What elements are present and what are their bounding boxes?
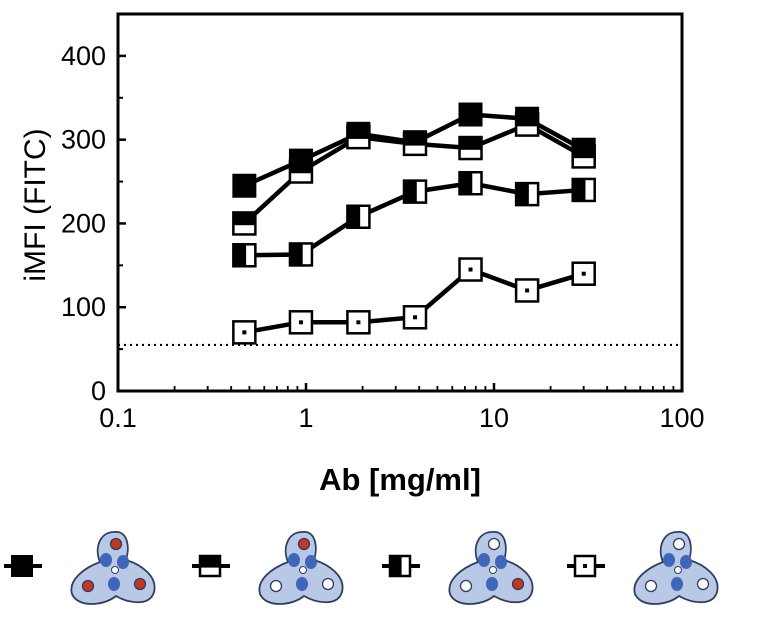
y-axis-title: iMFI (FITC) xyxy=(19,128,52,281)
legend-item xyxy=(567,531,719,605)
data-point xyxy=(346,310,371,335)
white-dot-icon xyxy=(644,579,658,593)
x-tick-label: 10 xyxy=(479,403,509,433)
data-point xyxy=(402,305,428,330)
data-point xyxy=(514,181,540,207)
legend-marker xyxy=(11,555,33,577)
center-dot-icon xyxy=(299,566,307,574)
data-point xyxy=(571,144,596,169)
legend-marker xyxy=(198,554,222,578)
data-point xyxy=(402,179,428,204)
data-point xyxy=(458,170,483,196)
x-tick-label: 1 xyxy=(298,403,313,433)
white-dot-icon xyxy=(459,579,473,593)
x-tick-label: 0.1 xyxy=(99,403,137,433)
y-tick-label: 400 xyxy=(61,41,106,71)
binding-site-icon xyxy=(495,555,507,569)
binding-site-icon xyxy=(296,577,308,591)
binding-site-icon xyxy=(478,553,490,567)
data-point xyxy=(458,102,483,127)
legend-item xyxy=(4,531,156,605)
data-point xyxy=(346,124,371,150)
y-tick-label: 100 xyxy=(61,292,106,322)
red-dot-icon xyxy=(81,579,95,593)
data-point xyxy=(346,204,371,229)
data-point xyxy=(458,135,483,161)
y-tick-label: 300 xyxy=(61,125,106,155)
legend-marker xyxy=(388,554,412,578)
data-point xyxy=(571,177,596,203)
data-point xyxy=(514,278,540,303)
white-dot-icon xyxy=(696,577,710,591)
x-tick-label: 100 xyxy=(659,403,704,433)
red-dot-icon xyxy=(511,577,525,591)
center-dot-icon xyxy=(674,566,682,574)
binding-site-icon xyxy=(486,577,498,591)
legend-marker xyxy=(573,554,597,578)
data-point xyxy=(288,242,314,267)
y-tick-label: 0 xyxy=(91,376,106,406)
x-axis-title: Ab [mg/ml] xyxy=(319,462,481,497)
red-dot-icon xyxy=(133,577,147,591)
red-dot-icon xyxy=(109,537,123,551)
legend-item xyxy=(192,531,344,605)
white-dot-icon xyxy=(487,537,501,551)
red-dot-icon xyxy=(297,537,311,551)
data-point xyxy=(288,159,314,184)
binding-site-icon xyxy=(680,555,692,569)
data-point xyxy=(514,112,540,137)
data-point xyxy=(288,310,314,335)
data-point xyxy=(402,131,428,157)
y-tick-label: 200 xyxy=(61,208,106,238)
legend xyxy=(4,531,719,605)
data-point xyxy=(571,261,596,286)
legend-item xyxy=(382,531,534,605)
binding-site-icon xyxy=(663,553,675,567)
plot-area: 0 100 200 300 400 0.1 1 10 100 xyxy=(61,12,705,433)
binding-site-icon xyxy=(108,577,120,591)
white-dot-icon xyxy=(321,577,335,591)
binding-site-icon xyxy=(100,553,112,567)
data-point xyxy=(232,211,257,236)
data-point xyxy=(232,243,257,268)
data-point xyxy=(458,257,483,282)
data-point xyxy=(232,173,257,198)
center-dot-icon xyxy=(111,566,119,574)
white-dot-icon xyxy=(672,537,686,551)
binding-site-icon xyxy=(288,553,300,567)
center-dot-icon xyxy=(489,566,497,574)
binding-site-icon xyxy=(671,577,683,591)
plot-frame xyxy=(116,12,684,393)
data-point xyxy=(232,320,257,345)
binding-site-icon xyxy=(117,555,129,569)
binding-site-icon xyxy=(305,555,317,569)
white-dot-icon xyxy=(269,579,283,593)
